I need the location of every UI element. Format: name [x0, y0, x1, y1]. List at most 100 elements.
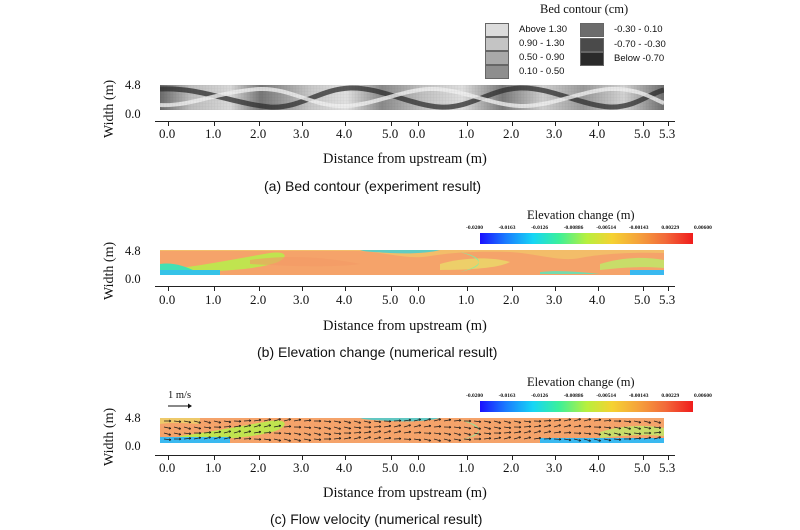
velocity-vector-head [538, 430, 541, 433]
velocity-vector [313, 426, 321, 429]
panel-c-colorbar-tick: -0.0200 [466, 393, 483, 399]
velocity-vector [433, 418, 441, 422]
velocity-vector-head [448, 418, 452, 422]
panel-a-x-tick-label: 5.0 [634, 126, 651, 141]
velocity-vector [503, 431, 511, 434]
velocity-vector [533, 430, 541, 434]
velocity-vector [523, 436, 531, 440]
velocity-vector-head [398, 424, 402, 427]
velocity-vector [613, 432, 621, 436]
velocity-vector [463, 426, 471, 429]
velocity-vector [273, 425, 281, 428]
velocity-vector-head [219, 425, 222, 429]
panel-b-x-tick-label: 5.3 [659, 292, 676, 307]
velocity-vector [253, 431, 261, 434]
velocity-vector-head [408, 418, 412, 422]
velocity-vector [213, 420, 221, 424]
panel-c-x-tick-label: 2.0 [503, 460, 520, 475]
panel-c-x-tick-label: 5.0 [634, 460, 651, 475]
panel-c-x-tick-label: 4.0 [589, 460, 606, 475]
velocity-vector [583, 418, 591, 422]
velocity-vector-head [188, 432, 192, 436]
velocity-vector [303, 438, 311, 441]
velocity-vector [513, 436, 521, 440]
legend-swatch [580, 52, 604, 66]
velocity-vector [203, 420, 211, 424]
velocity-vector [643, 437, 651, 440]
panel-c-x-tick-mark [214, 456, 215, 460]
panel-b-y-tick-top: 4.8 [125, 244, 141, 258]
panel-a-x-tick-label: 4.0 [336, 126, 353, 141]
velocity-vector-head [638, 427, 641, 430]
panel-c-x-tick-mark [467, 456, 468, 460]
velocity-vector [413, 424, 421, 428]
panel-b-colorbar-tick: -0.00886 [563, 225, 584, 231]
velocity-vector-head [308, 419, 312, 422]
panel-b-x-tick-mark [598, 287, 599, 291]
velocity-vector-head [558, 430, 562, 434]
panel-b-x-tick-label: 4.0 [589, 292, 606, 307]
velocity-vector-head [469, 419, 472, 423]
panel-b-x-tick-label: 1.0 [205, 292, 222, 307]
panel-a-x-tick-mark [512, 122, 513, 126]
velocity-vector-head [248, 424, 252, 427]
velocity-vector [653, 420, 661, 424]
velocity-vector-head [518, 436, 521, 439]
velocity-vector-head [228, 436, 232, 439]
legend-label: -0.30 - 0.10 [614, 24, 663, 35]
velocity-vector [563, 438, 571, 441]
velocity-vector [413, 438, 421, 441]
panel-c-colorbar-title: Elevation change (m) [527, 375, 635, 389]
panel-b-x-tick-label: 3.0 [293, 292, 310, 307]
velocity-vector [463, 432, 471, 436]
velocity-vector-head [618, 433, 622, 436]
velocity-vector [233, 425, 241, 428]
velocity-vector-head [398, 430, 402, 433]
velocity-vector-head [279, 431, 282, 435]
velocity-vector-head [218, 421, 222, 424]
velocity-vector-head [608, 433, 611, 436]
panel-c-x-title: Distance from upstream (m) [323, 485, 487, 501]
velocity-vector-head [199, 431, 202, 435]
panel-c-x-tick-mark [302, 456, 303, 460]
velocity-vector-head [568, 424, 572, 427]
panel-a-x-tick-label: 3.0 [546, 126, 563, 141]
velocity-vector [573, 438, 581, 442]
velocity-vector-head [558, 424, 561, 427]
velocity-vector [423, 438, 431, 442]
velocity-vector [273, 438, 281, 442]
velocity-vector-head [238, 430, 241, 433]
velocity-vector-head [559, 438, 562, 441]
velocity-vector [423, 425, 431, 428]
panel-a-y-tick-bottom: 0.0 [125, 107, 141, 121]
velocity-vector [333, 426, 341, 430]
velocity-vector [473, 432, 481, 435]
velocity-vector [233, 430, 241, 434]
velocity-vector [643, 426, 651, 429]
velocity-vector-head [359, 431, 362, 434]
velocity-vector-head [229, 425, 232, 428]
panel-a-x-axis [155, 121, 675, 122]
velocity-vector-head [198, 421, 202, 424]
velocity-vector-head [428, 439, 432, 442]
velocity-vector-head [409, 437, 412, 441]
velocity-vector [553, 431, 561, 434]
velocity-vector-head [168, 433, 171, 436]
velocity-vector [353, 431, 362, 434]
legend-label: 0.10 - 0.50 [519, 66, 565, 77]
panel-b-colorbar [480, 233, 693, 244]
velocity-vector-head [528, 420, 532, 424]
velocity-vector [413, 418, 421, 422]
panel-a-x-tick-mark [345, 122, 346, 126]
panel-a-x-tick-mark [418, 122, 419, 126]
velocity-vector [333, 432, 341, 435]
velocity-vector [363, 436, 371, 440]
velocity-vector-head [389, 419, 392, 423]
velocity-vector-head [438, 432, 442, 436]
panel-c-x-tick-mark [555, 456, 556, 460]
velocity-vector-head [488, 427, 491, 430]
velocity-vector-head [188, 437, 192, 440]
velocity-vector [543, 424, 551, 428]
velocity-vector [213, 436, 221, 440]
velocity-vector [193, 437, 201, 440]
